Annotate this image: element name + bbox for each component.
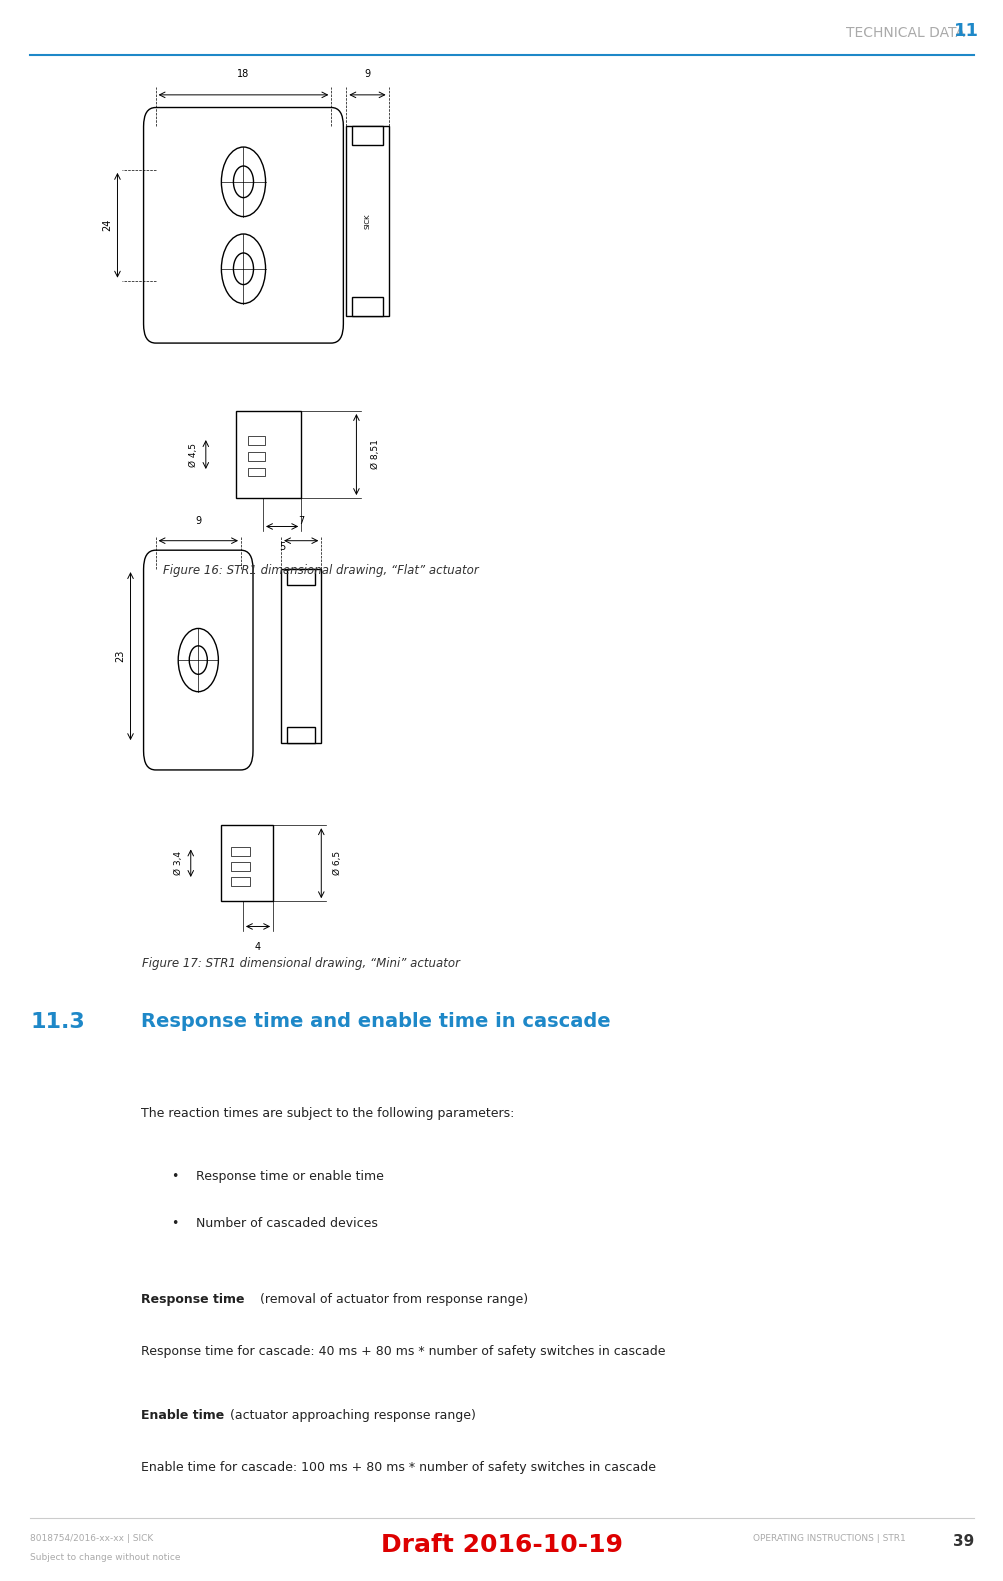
Text: Enable time for cascade: 100 ms + 80 ms * number of safety switches in cascade: Enable time for cascade: 100 ms + 80 ms … (140, 1461, 655, 1473)
Text: Response time for cascade: 40 ms + 80 ms * number of safety switches in cascade: Response time for cascade: 40 ms + 80 ms… (140, 1345, 664, 1358)
FancyBboxPatch shape (143, 550, 253, 770)
Bar (352, 297, 382, 316)
FancyBboxPatch shape (143, 108, 343, 343)
Text: Ø 8,51: Ø 8,51 (371, 440, 380, 470)
Text: 8018754/2016-xx-xx | SICK: 8018754/2016-xx-xx | SICK (30, 1534, 153, 1543)
Text: TECHNICAL DATA: TECHNICAL DATA (846, 25, 973, 40)
Bar (346, 126, 388, 316)
Bar (231, 846, 250, 855)
Text: 18: 18 (237, 70, 250, 79)
Text: (actuator approaching response range): (actuator approaching response range) (226, 1409, 475, 1421)
Text: Number of cascaded devices: Number of cascaded devices (196, 1217, 377, 1230)
Bar (248, 452, 264, 460)
Text: Ø 3,4: Ø 3,4 (175, 851, 183, 876)
Text: Response time and enable time in cascade: Response time and enable time in cascade (140, 1012, 610, 1031)
Text: OPERATING INSTRUCTIONS | STR1: OPERATING INSTRUCTIONS | STR1 (752, 1534, 905, 1543)
Text: •: • (171, 1170, 178, 1183)
Text: Figure 16: STR1 dimensional drawing, “Flat” actuator: Figure 16: STR1 dimensional drawing, “Fl… (163, 564, 478, 577)
Text: Response time: Response time (140, 1293, 244, 1306)
Text: Figure 17: STR1 dimensional drawing, “Mini” actuator: Figure 17: STR1 dimensional drawing, “Mi… (142, 957, 459, 969)
Bar (231, 877, 250, 885)
Text: Response time or enable time: Response time or enable time (196, 1170, 383, 1183)
Bar (287, 727, 315, 743)
Bar (248, 436, 264, 444)
Text: 39: 39 (952, 1534, 973, 1548)
Text: The reaction times are subject to the following parameters:: The reaction times are subject to the fo… (140, 1107, 514, 1119)
Bar (281, 569, 321, 743)
Bar (231, 862, 250, 871)
Text: 7: 7 (298, 517, 304, 526)
Text: SICK: SICK (364, 213, 370, 229)
Text: 24: 24 (102, 220, 112, 231)
Text: Ø 4,5: Ø 4,5 (190, 443, 198, 466)
Text: Ø 6,5: Ø 6,5 (333, 851, 342, 876)
Bar (287, 569, 315, 585)
Bar (221, 825, 273, 901)
Text: (removal of actuator from response range): (removal of actuator from response range… (256, 1293, 528, 1306)
Text: 11: 11 (953, 22, 978, 40)
Text: 9: 9 (195, 517, 202, 526)
Text: 4: 4 (255, 942, 261, 952)
Text: •: • (171, 1217, 178, 1230)
Text: Enable time: Enable time (140, 1409, 224, 1421)
Text: 23: 23 (115, 650, 125, 662)
Text: Draft 2016-10-19: Draft 2016-10-19 (380, 1532, 623, 1557)
Text: 11.3: 11.3 (30, 1012, 85, 1032)
Bar (352, 126, 382, 145)
Text: Subject to change without notice: Subject to change without notice (30, 1553, 181, 1562)
Bar (236, 411, 301, 498)
Text: 9: 9 (364, 70, 370, 79)
Bar (248, 468, 264, 476)
Text: 5: 5 (279, 542, 285, 552)
